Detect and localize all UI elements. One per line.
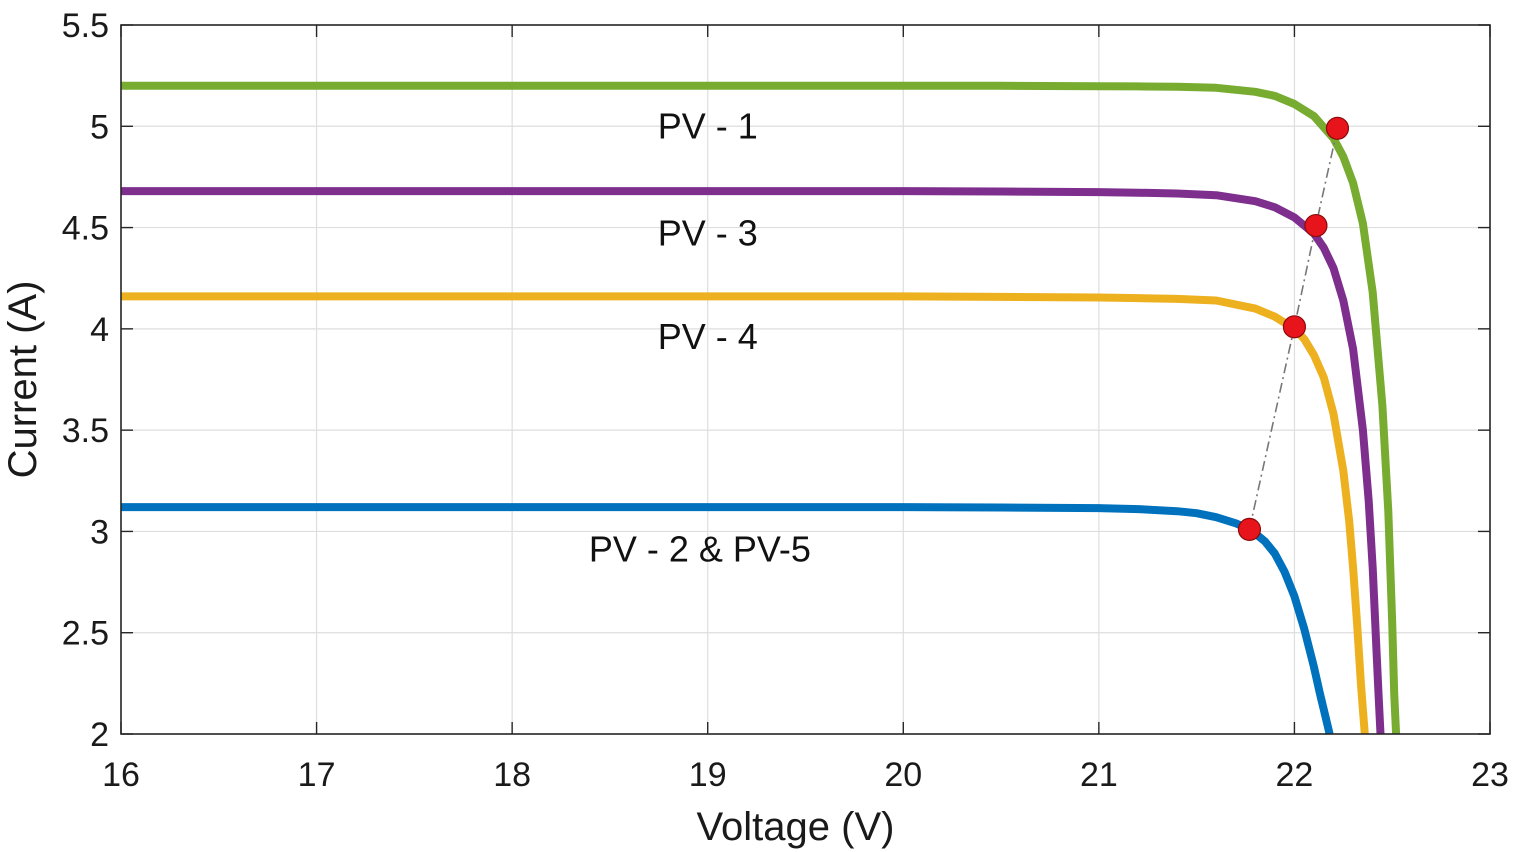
x-tick-label: 23	[1471, 756, 1509, 794]
y-tick-label: 5.5	[62, 7, 109, 45]
grid-layer	[120, 24, 1491, 735]
mpp-point	[1325, 116, 1350, 140]
mpp-layer	[1237, 116, 1350, 542]
series-annotation: PV - 1	[658, 105, 758, 146]
mpp-point	[1304, 213, 1328, 238]
x-tick-label: 19	[689, 756, 727, 794]
y-tick-label: 5	[90, 108, 109, 146]
series-annotation: PV - 3	[658, 213, 758, 254]
x-axis-label: Voltage (V)	[697, 805, 895, 849]
mpp-trace-line	[1248, 128, 1339, 530]
x-tick-label: 21	[1080, 756, 1118, 794]
annotation-layer: PV - 1 PV - 3 PV - 4 PV - 2 & PV-5	[589, 105, 811, 569]
series-line-1	[121, 81, 1401, 735]
ticks-layer	[120, 24, 1491, 735]
y-tick-label: 3	[90, 513, 109, 551]
mpp-point	[1282, 315, 1307, 339]
series-annotation: PV - 2 & PV-5	[589, 529, 811, 570]
x-tick-label: 16	[102, 756, 140, 794]
x-tick-label: 18	[493, 756, 531, 794]
y-tick-label: 3.5	[62, 412, 109, 450]
tick-labels-layer: 16 17 18 19 20 21 22 23 2 2.5 3 3.5 4 4.5 5 5.5	[62, 7, 1509, 794]
y-axis-label: Current (A)	[1, 281, 45, 479]
series-line-2	[121, 187, 1385, 735]
x-tick-label: 22	[1276, 756, 1314, 794]
mpp-point	[1237, 517, 1262, 542]
y-tick-label: 2	[90, 716, 109, 754]
series-layer	[121, 81, 1401, 735]
y-tick-label: 2.5	[62, 615, 109, 653]
plot-frame	[120, 24, 1491, 735]
series-annotation: PV - 4	[658, 316, 758, 357]
x-tick-label: 20	[884, 756, 922, 794]
y-tick-label: 4	[90, 311, 109, 349]
x-tick-label: 17	[298, 756, 336, 794]
y-tick-label: 4.5	[62, 210, 109, 248]
